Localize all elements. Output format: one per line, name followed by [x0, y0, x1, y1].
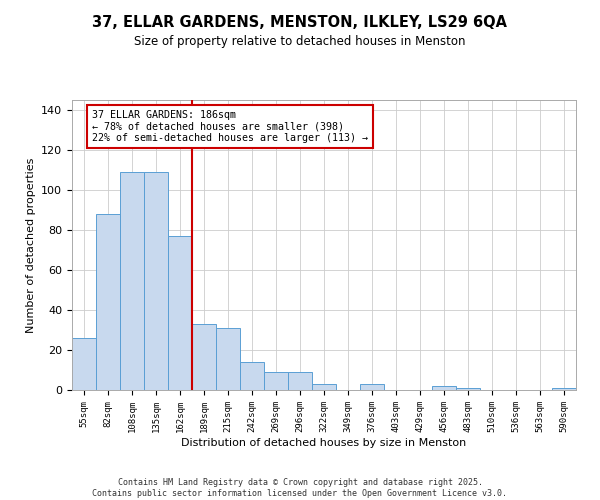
- Text: Contains HM Land Registry data © Crown copyright and database right 2025.
Contai: Contains HM Land Registry data © Crown c…: [92, 478, 508, 498]
- Bar: [72, 338, 96, 390]
- Y-axis label: Number of detached properties: Number of detached properties: [26, 158, 35, 332]
- Bar: [456, 388, 480, 390]
- Text: Size of property relative to detached houses in Menston: Size of property relative to detached ho…: [134, 35, 466, 48]
- X-axis label: Distribution of detached houses by size in Menston: Distribution of detached houses by size …: [181, 438, 467, 448]
- Bar: [312, 384, 336, 390]
- Bar: [192, 324, 216, 390]
- Bar: [216, 328, 240, 390]
- Bar: [264, 372, 288, 390]
- Bar: [288, 372, 312, 390]
- Bar: [432, 386, 456, 390]
- Text: 37, ELLAR GARDENS, MENSTON, ILKLEY, LS29 6QA: 37, ELLAR GARDENS, MENSTON, ILKLEY, LS29…: [92, 15, 508, 30]
- Bar: [168, 236, 192, 390]
- Bar: [240, 362, 264, 390]
- Bar: [144, 172, 168, 390]
- Text: 37 ELLAR GARDENS: 186sqm
← 78% of detached houses are smaller (398)
22% of semi-: 37 ELLAR GARDENS: 186sqm ← 78% of detach…: [92, 110, 368, 143]
- Bar: [552, 388, 576, 390]
- Bar: [120, 172, 144, 390]
- Bar: [96, 214, 120, 390]
- Bar: [360, 384, 384, 390]
